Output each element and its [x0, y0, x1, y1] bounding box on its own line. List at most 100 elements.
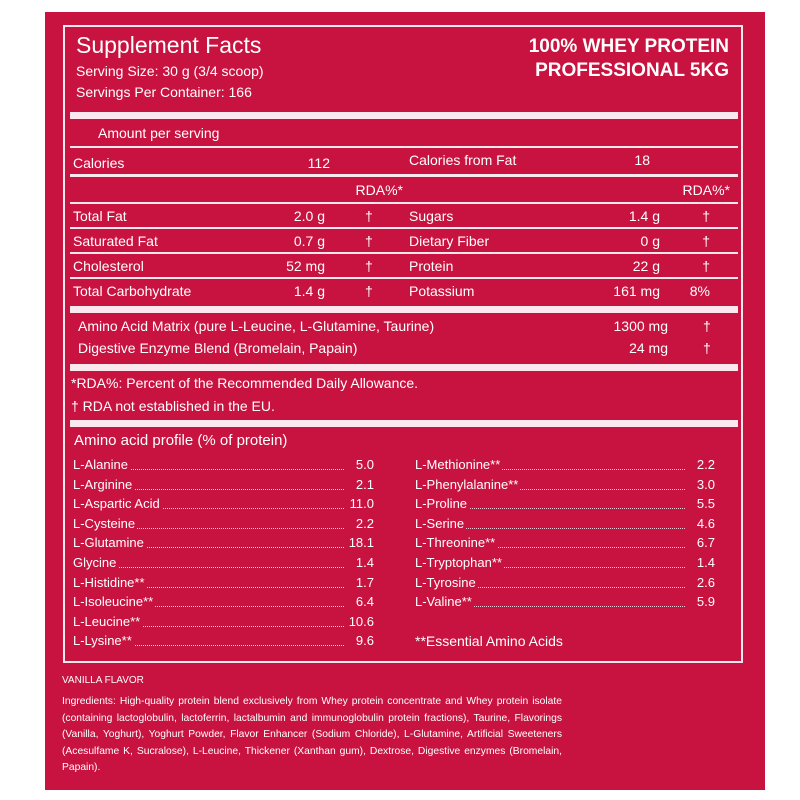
amino-acid-name: L-Arginine	[73, 476, 135, 493]
nutrient-name: Total Fat	[73, 208, 127, 224]
amino-acid-value: 2.2	[353, 515, 374, 532]
leader-dots	[415, 547, 685, 549]
footnote-dagger: † RDA not established in the EU.	[71, 398, 275, 414]
blend-name: Digestive Enzyme Blend (Bromelain, Papai…	[78, 340, 358, 356]
nutrient-name: Dietary Fiber	[409, 233, 490, 249]
facts-panel-border	[63, 25, 743, 663]
leader-dots	[415, 567, 685, 568]
blend-amount: 24 mg	[629, 340, 668, 356]
divider	[70, 202, 738, 204]
nutrient-name: Total Carbohydrate	[73, 283, 192, 299]
calories-value: 112	[307, 155, 330, 171]
leader-dots	[415, 469, 685, 470]
leader-dots	[73, 586, 344, 588]
amino-acid-value: 2.2	[694, 457, 715, 473]
blend-name: Amino Acid Matrix (pure L-Leucine, L-Glu…	[78, 318, 435, 334]
nutrient-name: Potassium	[409, 283, 475, 299]
blend-amount: 1300 mg	[613, 318, 668, 334]
nutrient-rda: †	[702, 208, 710, 224]
amino-acid-value: 6.7	[694, 535, 715, 552]
essential-amino-note: **Essential Amino Acids	[415, 633, 563, 649]
amino-acid-name: L-Isoleucine**	[73, 594, 156, 611]
amino-acid-name: L-Valine**	[415, 594, 474, 611]
nutrient-rda: †	[702, 258, 710, 274]
amino-acid-name: L-Lysine**	[73, 633, 134, 650]
nutrient-rda: †	[365, 233, 373, 249]
amino-acid-value: 10.6	[346, 613, 374, 630]
leader-dots	[73, 606, 344, 608]
divider	[70, 277, 738, 279]
nutrient-name: Protein	[409, 258, 454, 274]
nutrient-amount: 2.0 g	[293, 208, 325, 224]
leader-dots	[73, 469, 344, 470]
amino-acid-value: 2.1	[353, 476, 374, 493]
nutrient-rda: 8%	[689, 283, 710, 299]
blend-rda: †	[703, 318, 711, 334]
leader-dots	[73, 547, 344, 549]
amount-per-serving: Amount per serving	[98, 125, 220, 141]
divider	[70, 420, 738, 427]
amino-acid-value: 11.0	[347, 496, 374, 513]
amino-acid-value: 5.5	[694, 496, 715, 513]
nutrient-amount: 52 mg	[286, 258, 325, 274]
ingredients-text: Ingredients: High-quality protein blend …	[62, 696, 562, 774]
amino-acid-name: L-Alanine	[73, 457, 130, 473]
amino-acid-name: L-Leucine**	[73, 613, 143, 630]
amino-acid-value: 5.0	[353, 457, 374, 473]
nutrient-amount: 22 g	[632, 258, 660, 274]
amino-acid-name: L-Glutamine	[73, 535, 146, 552]
amino-acid-value: 1.4	[694, 555, 715, 571]
amino-profile-title: Amino acid profile (% of protein)	[74, 432, 288, 449]
amino-acid-value: 5.9	[694, 594, 715, 611]
amino-acid-name: Glycine	[73, 555, 119, 571]
flavor-label: VANILLA FLAVOR	[62, 675, 144, 686]
blend-rda: †	[703, 340, 711, 356]
nutrient-rda: †	[702, 233, 710, 249]
product-name-line2: PROFESSIONAL 5KG	[535, 60, 729, 81]
nutrient-amount: 1.4 g	[293, 283, 325, 299]
amino-acid-name: L-Histidine**	[73, 574, 147, 591]
amino-acid-name: L-Aspartic Acid	[73, 496, 162, 513]
divider	[70, 146, 738, 148]
rda-header-right: RDA%*	[682, 182, 730, 198]
leader-dots	[73, 625, 344, 627]
divider	[70, 174, 738, 177]
amino-acid-name: L-Serine	[415, 515, 467, 532]
leader-dots	[415, 508, 685, 510]
leader-dots	[415, 606, 685, 608]
leader-dots	[415, 488, 685, 490]
leader-dots	[73, 488, 344, 490]
facts-title: Supplement Facts	[76, 32, 262, 58]
amino-acid-value: 2.6	[694, 574, 715, 591]
leader-dots	[73, 508, 344, 510]
amino-acid-name: L-Cysteine	[73, 515, 138, 532]
rda-header-left: RDA%*	[355, 182, 403, 198]
nutrient-amount: 0.7 g	[293, 233, 325, 249]
nutrient-name: Cholesterol	[73, 258, 144, 274]
calories-label: Calories	[73, 155, 125, 171]
footnote-rda: *RDA%: Percent of the Recommended Daily …	[71, 375, 419, 391]
amino-acid-value: 1.7	[353, 574, 374, 591]
leader-dots	[415, 586, 685, 588]
nutrient-amount: 1.4 g	[628, 208, 660, 224]
nutrient-name: Saturated Fat	[73, 233, 158, 249]
amino-acid-name: L-Proline	[415, 496, 470, 513]
amino-acid-value: 3.0	[694, 476, 715, 493]
divider	[70, 252, 738, 254]
product-name-line1: 100% WHEY PROTEIN	[528, 36, 729, 57]
nutrient-amount: 161 mg	[613, 283, 660, 299]
leader-dots	[73, 527, 344, 529]
leader-dots	[415, 527, 685, 529]
divider	[70, 227, 738, 229]
calories-from-fat-value: 18	[634, 152, 650, 168]
amino-acid-name: L-Phenylalanine**	[415, 476, 521, 493]
amino-acid-name: L-Tyrosine	[415, 574, 478, 591]
nutrient-name: Sugars	[409, 208, 454, 224]
amino-acid-value: 9.6	[353, 633, 374, 650]
leader-dots	[73, 645, 344, 647]
leader-dots	[73, 567, 344, 568]
serving-size: Serving Size: 30 g (3/4 scoop)	[76, 63, 264, 79]
amino-acid-value: 18.1	[346, 535, 374, 552]
amino-acid-name: L-Threonine**	[415, 535, 498, 552]
nutrient-rda: †	[365, 208, 373, 224]
